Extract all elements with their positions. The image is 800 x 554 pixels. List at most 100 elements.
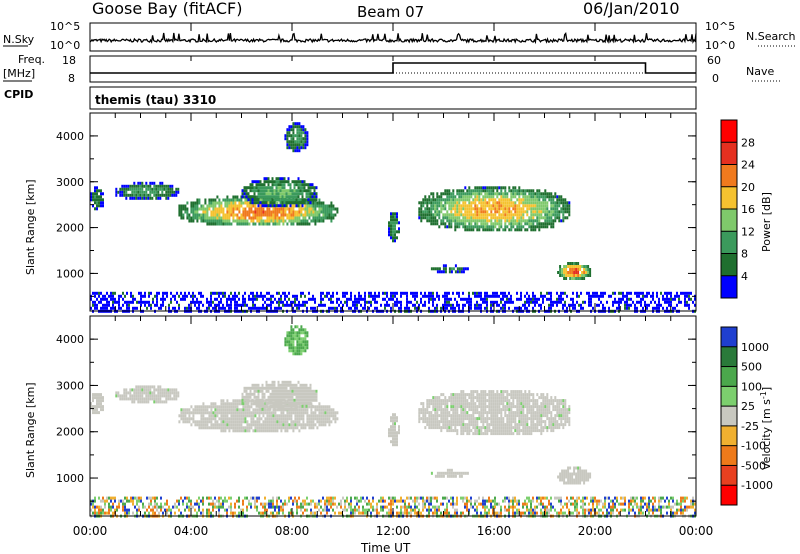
time-tick-label: 00:00 xyxy=(679,524,714,538)
velocity-scale-tick: 1000 xyxy=(741,341,769,354)
noise-right-tick-top: 10^5 xyxy=(705,20,735,33)
time-axis-ticks: 00:00 04:00 08:00 12:00 16:00 20:00 00:00 xyxy=(73,23,714,538)
power-scale-tick: 28 xyxy=(741,136,755,149)
time-tick-label: 04:00 xyxy=(174,524,209,538)
power-echo-region xyxy=(418,186,571,232)
power-scale-tick: 8 xyxy=(741,248,748,261)
range-tick-label: 3000 xyxy=(56,176,84,189)
range-tick-label: 2000 xyxy=(56,222,84,235)
power-echo-region xyxy=(388,212,400,243)
power-echo-region xyxy=(430,264,469,274)
noise-right-label: N.Search xyxy=(746,30,796,43)
vel-echo-region xyxy=(90,496,696,518)
power-echo-region xyxy=(284,122,309,153)
vel-echo-region xyxy=(115,385,180,404)
noise-trace xyxy=(89,31,697,45)
velocity-scale-swatch xyxy=(721,445,737,466)
freq-right-label: Nave xyxy=(746,65,774,78)
velocity-scale-swatch xyxy=(721,346,737,367)
cpid-panel-frame xyxy=(89,86,697,110)
cpid-text: themis (tau) 3310 xyxy=(95,93,216,107)
power-echo-region xyxy=(557,262,592,280)
velocity-scale-tick: -1000 xyxy=(741,479,773,492)
velocity-scale-tick: 100 xyxy=(741,380,762,393)
freq-label-line1: Freq. xyxy=(18,53,45,66)
noise-right-tick-bottom: 10^0 xyxy=(705,39,735,52)
time-tick-label: 08:00 xyxy=(275,524,310,538)
vel-echo-region xyxy=(90,393,104,415)
velocity-scale-label: Velocity [m s-1] xyxy=(759,387,773,470)
noise-left-tick-bottom: 10^0 xyxy=(50,39,80,52)
velocity-scale-tick: -25 xyxy=(741,420,759,433)
power-scale-swatch xyxy=(721,186,737,209)
vel-echo-region xyxy=(241,380,318,411)
velocity-range-label: Slant Range [km] xyxy=(24,382,37,478)
velocity-color-scale: 1000 500 100 25 -25 -100 -500 -1000 xyxy=(720,326,773,506)
frequency-line xyxy=(90,62,696,74)
velocity-scale-swatch xyxy=(721,386,737,407)
time-axis-label: Time UT xyxy=(360,541,411,554)
power-echo-region xyxy=(115,181,180,200)
power-scale-swatch xyxy=(721,209,737,232)
velocity-scale-tick: -100 xyxy=(741,440,766,453)
station-title: Goose Bay (fitACF) xyxy=(92,0,242,18)
date-title: 06/Jan/2010 xyxy=(583,0,680,18)
beam-title: Beam 07 xyxy=(357,3,424,21)
power-echo-region xyxy=(241,177,318,208)
power-scale-swatch xyxy=(721,231,737,254)
time-tick-label: 12:00 xyxy=(376,524,411,538)
time-tick-label: 20:00 xyxy=(578,524,613,538)
velocity-scale-swatch xyxy=(721,485,737,505)
time-tick-label: 00:00 xyxy=(73,524,108,538)
velocity-range-ticks: 1000 2000 3000 4000 xyxy=(56,333,696,502)
vel-echo-region xyxy=(430,468,469,478)
vel-echo-region xyxy=(284,325,309,356)
vel-echo-region xyxy=(388,413,400,447)
power-scale-tick: 24 xyxy=(741,159,755,172)
freq-left-tick-top: 18 xyxy=(62,54,76,67)
power-scale-swatch xyxy=(721,120,737,143)
velocity-heatmap xyxy=(90,325,696,518)
freq-label-line2: [MHz] xyxy=(3,67,35,80)
range-tick-label: 4000 xyxy=(56,130,84,143)
power-echo-region xyxy=(90,186,104,211)
velocity-scale-swatch xyxy=(721,406,737,426)
range-tick-label: 1000 xyxy=(56,267,84,280)
power-scale-tick: 20 xyxy=(741,181,755,194)
vel-echo-region xyxy=(557,466,592,485)
time-tick-label: 16:00 xyxy=(477,524,512,538)
freq-left-tick-bottom: 8 xyxy=(68,72,75,85)
power-scale-label: Power [dB] xyxy=(760,192,773,252)
power-scale-tick: 16 xyxy=(741,203,755,216)
power-scale-swatch xyxy=(721,164,737,187)
frequency-trace xyxy=(90,62,696,74)
power-heatmap xyxy=(90,122,696,313)
range-tick-label: 4000 xyxy=(56,333,84,346)
noise-sky-line xyxy=(89,31,697,45)
range-tick-label: 2000 xyxy=(56,426,84,439)
cpid-label: CPID xyxy=(4,88,33,101)
power-scale-tick: 4 xyxy=(741,270,748,283)
power-range-ticks: 1000 2000 3000 4000 xyxy=(56,130,696,297)
vel-echo-region xyxy=(418,390,571,436)
freq-right-tick-bottom: 0 xyxy=(712,72,719,85)
power-scale-tick: 12 xyxy=(741,225,755,238)
noise-left-label: N.Sky xyxy=(3,33,35,46)
power-scale-swatch xyxy=(721,275,737,298)
range-tick-label: 1000 xyxy=(56,472,84,485)
velocity-scale-tick: 500 xyxy=(741,361,762,374)
power-scale-swatch xyxy=(721,253,737,276)
power-range-label: Slant Range [km] xyxy=(24,179,37,275)
velocity-scale-swatch xyxy=(721,327,737,347)
power-scale-swatch xyxy=(721,142,737,165)
velocity-scale-swatch xyxy=(721,366,737,387)
power-color-scale: 4 8 12 16 20 24 28 xyxy=(720,119,755,299)
velocity-scale-swatch xyxy=(721,465,737,486)
range-tick-label: 3000 xyxy=(56,379,84,392)
noise-left-tick-top: 10^5 xyxy=(50,20,80,33)
velocity-scale-tick: 25 xyxy=(741,400,755,413)
velocity-scale-swatch xyxy=(721,425,737,446)
velocity-scale-tick: -500 xyxy=(741,459,766,472)
freq-right-tick-top: 60 xyxy=(707,54,721,67)
